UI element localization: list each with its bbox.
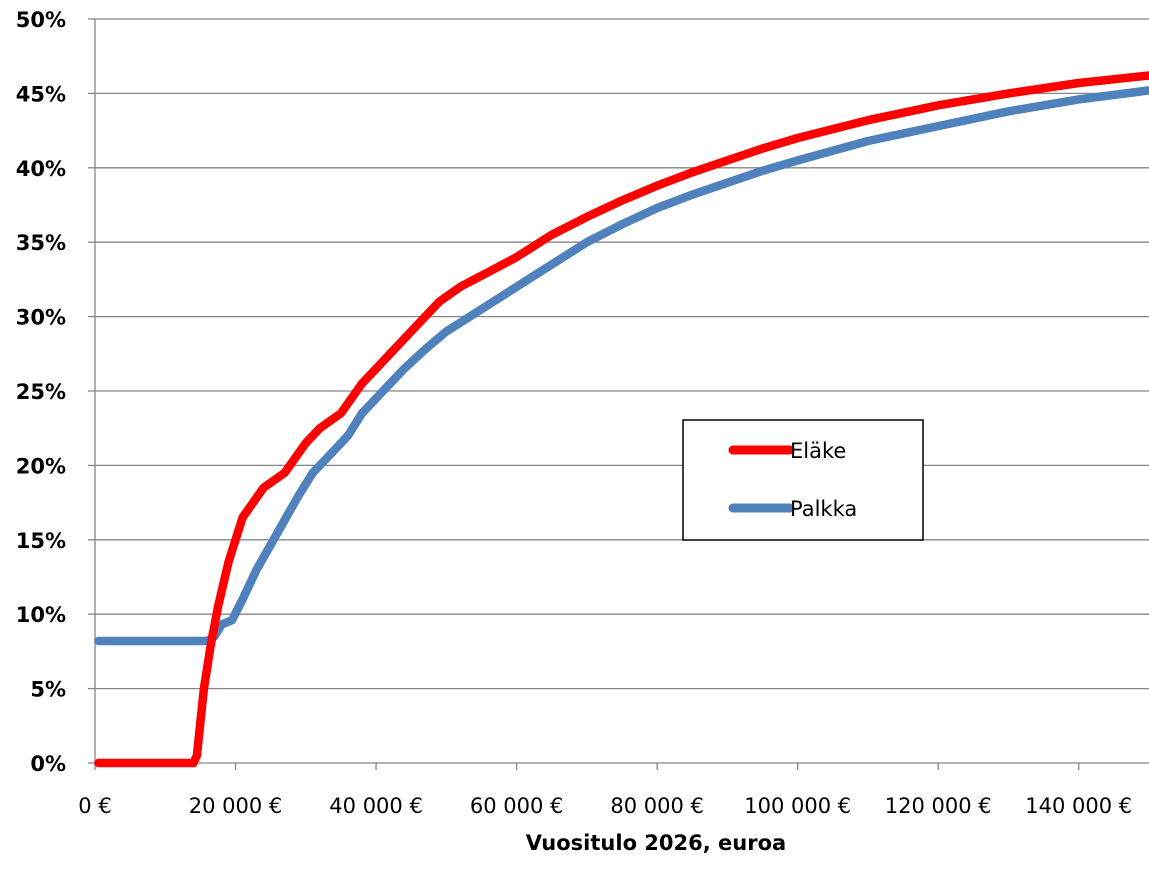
y-tick-label: 10% (16, 603, 66, 627)
y-tick-labels: 0% 5% 10% 15% 20% 25% 30% 35% 40% 45% 50% (16, 8, 66, 776)
y-tick-label: 15% (16, 529, 66, 553)
x-tick-label: 0 € (78, 794, 111, 818)
legend-box (683, 420, 923, 540)
axes (88, 19, 1149, 770)
y-tick-label: 40% (16, 157, 66, 181)
x-axis-title: Vuositulo 2026, euroa (526, 831, 786, 855)
series-line-elake (99, 76, 1149, 764)
y-tick-label: 20% (16, 454, 66, 478)
x-tick-labels: 0 € 20 000 € 40 000 € 60 000 € 80 000 € 100 0… (78, 794, 1132, 818)
legend: Eläke Palkka (683, 420, 923, 540)
legend-label-elake: Eläke (790, 439, 846, 463)
x-tick-label: 80 000 € (610, 794, 704, 818)
y-tick-label: 50% (16, 8, 66, 32)
series-line-palkka (99, 90, 1149, 641)
x-tick-label: 100 000 € (744, 794, 851, 818)
y-tick-label: 35% (16, 231, 66, 255)
y-tick-label: 5% (30, 678, 66, 702)
y-tick-label: 0% (30, 752, 66, 776)
x-tick-label: 140 000 € (1025, 794, 1132, 818)
y-tick-label: 30% (16, 306, 66, 330)
y-tick-label: 45% (16, 82, 66, 106)
x-tick-label: 20 000 € (189, 794, 283, 818)
y-tick-label: 25% (16, 380, 66, 404)
x-tick-label: 60 000 € (470, 794, 564, 818)
grid-lines (95, 19, 1149, 689)
x-tick-label: 40 000 € (329, 794, 423, 818)
series-lines (99, 76, 1149, 764)
legend-label-palkka: Palkka (790, 497, 857, 521)
x-tick-label: 120 000 € (885, 794, 992, 818)
